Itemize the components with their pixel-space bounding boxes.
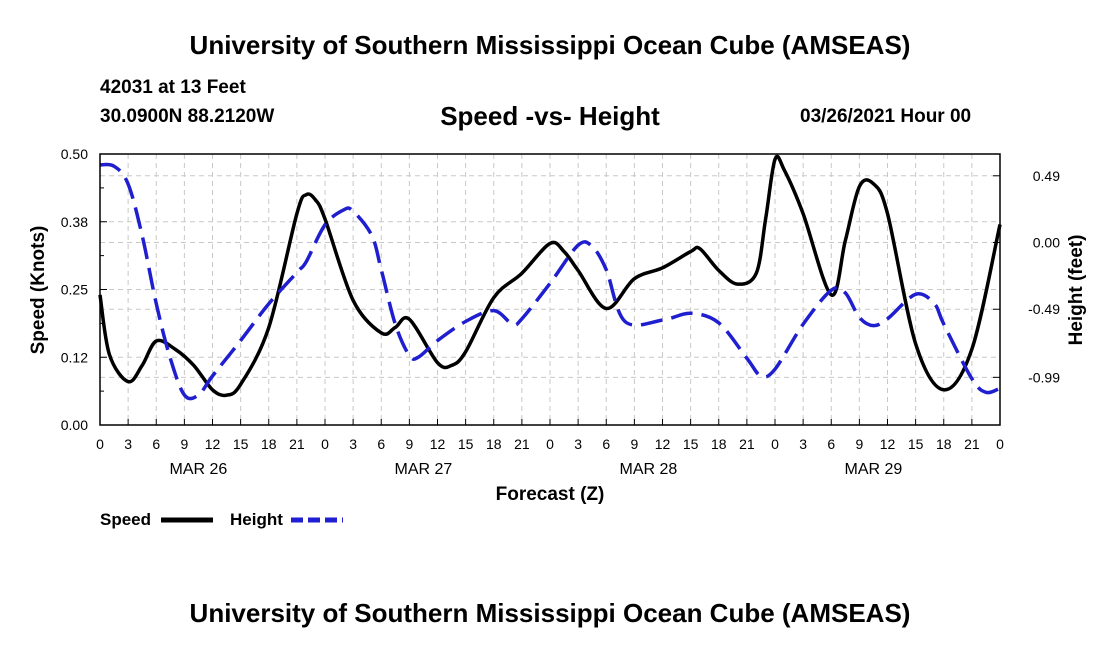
x-tick-label: 21: [739, 436, 755, 452]
x-tick-label: 15: [683, 436, 699, 452]
series: [98, 154, 1002, 401]
footer-title: University of Southern Mississippi Ocean…: [189, 598, 911, 628]
series-line-speed: [98, 154, 1002, 398]
x-tick-label: 0: [771, 436, 779, 452]
legend-label-height: Height: [230, 510, 283, 529]
x-tick-label: 12: [655, 436, 671, 452]
day-label: MAR 26: [170, 461, 228, 478]
day-label: MAR 29: [845, 461, 903, 478]
chart-title: University of Southern Mississippi Ocean…: [189, 30, 911, 60]
x-tick-label: 0: [996, 436, 1004, 452]
x-tick-label: 9: [405, 436, 413, 452]
x-tick-label: 0: [96, 436, 104, 452]
grid: [100, 154, 1000, 425]
x-tick-label: 3: [124, 436, 132, 452]
x-tick-label: 15: [233, 436, 249, 452]
y-left-tick-label: 0.00: [61, 417, 88, 433]
station-label: 42031 at 13 Feet: [100, 77, 246, 98]
day-label: MAR 27: [395, 461, 453, 478]
y-axis-left-title: Speed (Knots): [28, 226, 49, 355]
x-tick-label: 18: [486, 436, 502, 452]
x-tick-label: 12: [430, 436, 446, 452]
x-tick-label: 9: [180, 436, 188, 452]
legend-label-speed: Speed: [100, 510, 151, 529]
day-label: MAR 28: [620, 461, 678, 478]
x-tick-label: 15: [458, 436, 474, 452]
y-right-tick-label: 0.49: [1033, 168, 1060, 184]
x-tick-label: 18: [936, 436, 952, 452]
chart-subtitle: Speed -vs- Height: [440, 101, 660, 131]
y-axis-right-title: Height (feet): [1066, 235, 1087, 346]
y-right-tick-label: -0.49: [1028, 301, 1060, 317]
x-tick-label: 3: [349, 436, 357, 452]
y-left-tick-label: 0.50: [61, 146, 88, 162]
y-right-tick-label: -0.99: [1028, 369, 1060, 385]
x-tick-label: 6: [827, 436, 835, 452]
x-tick-label: 21: [964, 436, 980, 452]
forecast-datetime: 03/26/2021 Hour 00: [800, 106, 972, 127]
y-left-tick-label: 0.12: [61, 349, 88, 365]
x-tick-label: 18: [711, 436, 727, 452]
x-tick-label: 6: [602, 436, 610, 452]
x-axis-title: Forecast (Z): [496, 484, 605, 505]
x-tick-label: 9: [855, 436, 863, 452]
x-tick-label: 6: [152, 436, 160, 452]
x-tick-label: 18: [261, 436, 277, 452]
x-tick-label: 0: [321, 436, 329, 452]
y-left-tick-label: 0.38: [61, 214, 88, 230]
ticks: 0 3 6 9 12 15 18 21 0 3 6 9 12 15 18 21 0 3 6 9 12 15 18 21 0 3 6 9…: [61, 146, 1060, 478]
coordinates-label: 30.0900N 88.2120W: [100, 106, 275, 127]
x-tick-label: 12: [880, 436, 896, 452]
y-left-tick-label: 0.25: [61, 282, 88, 298]
x-tick-label: 6: [377, 436, 385, 452]
x-tick-label: 0: [546, 436, 554, 452]
x-tick-label: 21: [289, 436, 305, 452]
x-tick-label: 12: [205, 436, 221, 452]
x-tick-label: 3: [574, 436, 582, 452]
y-right-tick-label: 0.00: [1033, 235, 1060, 251]
x-tick-label: 9: [630, 436, 638, 452]
x-tick-label: 3: [799, 436, 807, 452]
x-tick-label: 15: [908, 436, 924, 452]
legend: Speed Height: [100, 510, 343, 529]
x-tick-label: 21: [514, 436, 530, 452]
series-line-height: [99, 162, 1001, 401]
